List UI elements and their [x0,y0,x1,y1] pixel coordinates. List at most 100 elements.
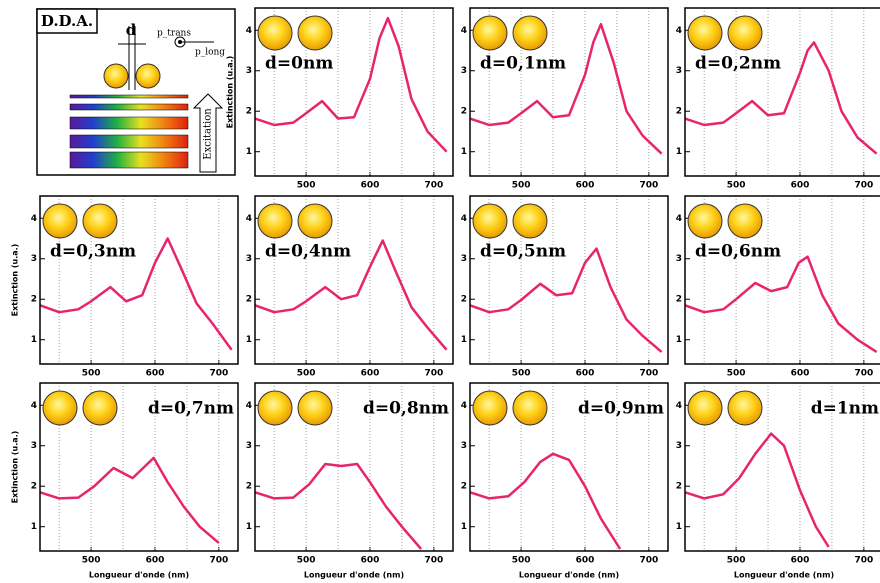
y-tick-label: 3 [461,441,467,451]
field-bar [69,116,189,130]
x-tick-label: 600 [146,556,165,566]
plot-frame [684,7,880,177]
sphere [42,390,78,426]
y-tick-label: 3 [676,66,682,76]
gap-label: d [126,21,137,39]
curve [40,237,233,351]
curve [40,456,220,544]
x-tick-label: 700 [639,181,658,191]
sphere [472,203,508,239]
sphere [297,15,333,51]
diagram-panel: D.D.A. d p_trans p_long Excitation [36,8,236,176]
x-tick-label: 500 [82,556,101,566]
y-tick-label: 2 [676,107,682,117]
annotation: d=0nm [265,54,333,74]
sphere [472,390,508,426]
plot-frame [684,382,880,552]
y-tick-label: 4 [461,214,467,224]
sphere [82,390,118,426]
excitation-arrow [192,93,224,173]
y-axis-title: Extinction (u.a.) [11,431,20,504]
x-tick-label: 600 [791,181,810,191]
curve [255,462,423,550]
chart-panel: 500 600 700 1 2 3 4 d=1nm Longueur d'onde (nm) [676,382,880,580]
sphere [82,203,118,239]
x-tick-label: 600 [576,181,595,191]
y-tick-label: 1 [246,335,252,345]
y-tick-label: 4 [31,401,37,411]
x-axis-title: Longueur d'onde (nm) [734,571,834,580]
y-tick-label: 1 [246,522,252,532]
curve [685,432,830,548]
sphere [103,63,129,89]
y-tick-label: 1 [31,522,37,532]
y-tick-label: 4 [246,401,252,411]
chart-panel: 500 600 700 1 2 3 4 d=0,6nm [676,195,880,379]
annotation: d=0,2nm [695,54,781,74]
curve [255,16,448,153]
plot-frame [254,382,454,552]
x-tick-label: 500 [297,181,316,191]
diagram-frame [36,8,236,176]
chart-panel: 500 600 700 1 2 3 4 d=0,9nm Longueur d'onde (nm) [461,382,669,580]
y-tick-label: 3 [461,254,467,264]
x-axis-title: Longueur d'onde (nm) [519,571,619,580]
sphere [512,203,548,239]
y-tick-label: 1 [461,335,467,345]
y-tick-label: 1 [461,147,467,157]
y-tick-label: 4 [31,214,37,224]
y-tick-label: 3 [461,66,467,76]
plot-frame [254,195,454,365]
chart-panel: 500 600 700 1 2 3 4 d=0nm Extinction (u.a.) [226,7,454,191]
sphere [687,15,723,51]
sphere [727,15,763,51]
y-tick-label: 3 [676,254,682,264]
diagram-title: D.D.A. [41,12,93,30]
y-tick-label: 3 [246,66,252,76]
y-tick-label: 3 [246,441,252,451]
x-tick-label: 600 [576,369,595,379]
x-tick-label: 600 [791,556,810,566]
y-tick-label: 1 [246,147,252,157]
x-tick-label: 500 [512,556,531,566]
annotation: d=0,8nm [363,399,449,419]
sphere [512,390,548,426]
sphere [257,203,293,239]
x-tick-label: 700 [424,181,443,191]
x-tick-label: 500 [727,369,746,379]
annotation: d=1nm [811,399,879,419]
y-tick-label: 1 [676,147,682,157]
annotation: d=0,1nm [480,54,566,74]
plot-frame [684,195,880,365]
sphere [687,203,723,239]
field-bar [69,134,189,149]
x-tick-label: 500 [297,369,316,379]
y-tick-label: 1 [31,335,37,345]
y-tick-label: 4 [676,26,682,36]
field-bar [69,94,189,99]
y-tick-label: 4 [461,26,467,36]
sphere [257,15,293,51]
curve [470,247,663,353]
plot-frame [469,7,669,177]
title-box [36,8,98,34]
annotation: d=0,7nm [148,399,234,419]
plot-frame [39,195,239,365]
x-tick-label: 500 [512,369,531,379]
sphere [297,203,333,239]
y-tick-label: 2 [246,107,252,117]
x-axis-title: Longueur d'onde (nm) [304,571,404,580]
chart-panel: 500 600 700 1 2 3 4 d=0,7nm Extinction (u.a.) Lon… [11,382,239,580]
curve [685,255,878,353]
chart-panel: 500 600 700 1 2 3 4 d=0,1nm [461,7,669,191]
field-bar [69,103,189,111]
sphere [257,390,293,426]
y-tick-label: 3 [31,441,37,451]
x-tick-label: 500 [82,369,101,379]
y-tick-label: 3 [676,441,682,451]
x-tick-label: 700 [854,556,873,566]
x-axis-title: Longueur d'onde (nm) [89,571,189,580]
x-tick-label: 700 [639,556,658,566]
annotation: d=0,5nm [480,242,566,262]
sphere [687,390,723,426]
